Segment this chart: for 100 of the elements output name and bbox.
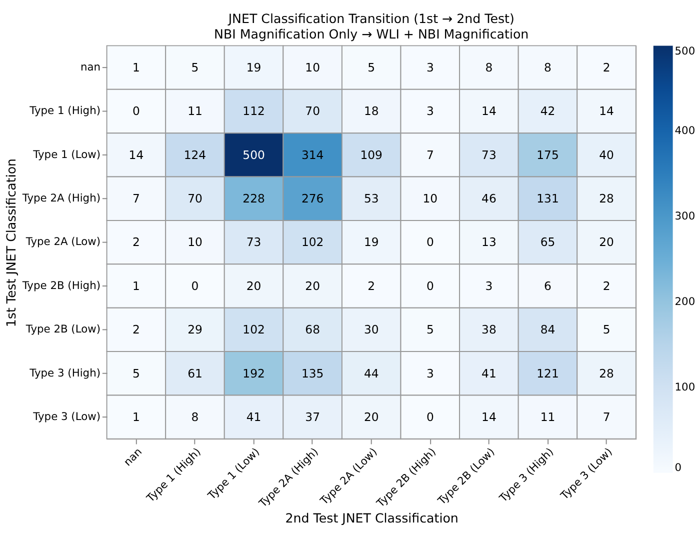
- data-label: 20: [599, 235, 614, 250]
- data-label: 11: [540, 410, 556, 424]
- y-tick-label: Type 2A (Low): [24, 235, 100, 248]
- data-label: 10: [422, 191, 438, 206]
- data-label: 124: [184, 148, 206, 162]
- color-bar-label: 0: [674, 460, 682, 474]
- data-label: 41: [246, 410, 262, 424]
- y-tick-label: Type 2B (Low): [24, 322, 100, 336]
- chart-subtitle: NBI Magnification Only → WLI + NBI Magnification: [214, 26, 529, 42]
- data-label: 28: [599, 366, 614, 380]
- color-bar-label: 500: [674, 44, 696, 58]
- data-label: 8: [485, 60, 493, 74]
- data-label: 1: [132, 410, 140, 424]
- data-label: 70: [188, 191, 202, 206]
- data-label: 84: [540, 322, 556, 337]
- data-label: 19: [246, 60, 262, 74]
- data-label: 65: [540, 235, 556, 250]
- data-label: 3: [426, 366, 434, 380]
- data-label: 135: [301, 366, 324, 380]
- data-label: 7: [132, 191, 140, 206]
- data-label: 5: [426, 322, 434, 337]
- data-label: 102: [242, 322, 265, 337]
- data-label: 13: [482, 235, 496, 250]
- data-label: 28: [599, 191, 614, 206]
- data-label: 5: [368, 60, 376, 74]
- x-tick-label: nan: [121, 445, 144, 469]
- data-label: 20: [246, 278, 262, 293]
- y-tick-label: Type 3 (High): [28, 366, 100, 380]
- data-label: 2: [602, 60, 610, 74]
- data-label: 2: [602, 278, 610, 293]
- data-label: 11: [188, 104, 202, 118]
- data-label: 0: [426, 235, 434, 250]
- data-label: 1: [132, 278, 140, 293]
- y-tick-label: Type 1 (Low): [32, 148, 100, 161]
- y-tick-label: Type 2A (High): [21, 192, 100, 205]
- data-label: 102: [301, 235, 324, 250]
- data-label: 0: [132, 104, 140, 118]
- data-label: 175: [536, 148, 559, 162]
- data-label: 42: [540, 104, 556, 118]
- y-tick-label: nan: [80, 60, 100, 74]
- data-label: 5: [602, 322, 610, 337]
- data-label: 8: [191, 410, 199, 424]
- data-label: 0: [191, 278, 199, 293]
- data-label: 5: [191, 60, 199, 74]
- data-label: 10: [305, 60, 320, 74]
- data-label: 73: [246, 235, 262, 250]
- data-label: 40: [599, 148, 614, 162]
- data-label: 0: [426, 410, 434, 424]
- data-label: 73: [482, 148, 496, 162]
- data-label: 68: [305, 322, 320, 337]
- data-label: 3: [485, 278, 493, 293]
- data-label: 14: [482, 104, 496, 118]
- y-tick-label: Type 3 (Low): [32, 410, 100, 423]
- data-label: 18: [364, 104, 379, 118]
- data-label: 2: [132, 235, 140, 250]
- data-label: 14: [482, 410, 496, 424]
- chart-title: JNET Classification Transition (1st → 2nd Test): [227, 10, 514, 26]
- data-label: 112: [242, 104, 265, 118]
- data-label: 29: [188, 322, 202, 337]
- data-label: 46: [482, 191, 496, 206]
- data-label: 8: [544, 60, 552, 74]
- data-label: 14: [599, 104, 614, 118]
- data-label: 38: [482, 322, 496, 337]
- y-axis-title: 1st Test JNET Classification: [3, 158, 18, 328]
- data-label: 1: [132, 60, 140, 74]
- data-label: 53: [364, 191, 379, 206]
- data-label: 3: [426, 60, 434, 74]
- data-label: 44: [364, 366, 379, 380]
- data-label: 314: [301, 148, 324, 162]
- data-label: 10: [188, 235, 202, 250]
- data-label: 19: [364, 235, 379, 250]
- data-label: 30: [364, 322, 379, 337]
- color-bar-label: 100: [674, 380, 696, 394]
- y-tick-label: Type 1 (High): [28, 104, 100, 118]
- data-label: 2: [132, 322, 140, 337]
- data-label: 5: [132, 366, 140, 380]
- data-label: 500: [242, 148, 265, 162]
- y-tick-label: Type 2B (High): [21, 278, 100, 292]
- data-label: 7: [602, 410, 610, 424]
- data-label: 20: [305, 278, 320, 293]
- data-label: 37: [305, 410, 320, 424]
- data-label: 276: [301, 191, 324, 206]
- data-label: 14: [128, 148, 144, 162]
- color-bar-label: 200: [674, 294, 696, 308]
- data-label: 41: [482, 366, 496, 380]
- data-label: 3: [426, 104, 434, 118]
- data-label: 228: [242, 191, 265, 206]
- data-label: 0: [426, 278, 434, 293]
- data-label: 192: [242, 366, 265, 380]
- data-label: 6: [544, 278, 552, 293]
- data-label: 7: [426, 148, 434, 162]
- data-label: 2: [368, 278, 376, 293]
- data-label: 70: [305, 104, 320, 118]
- data-label: 121: [536, 366, 559, 380]
- data-label: 61: [188, 366, 202, 380]
- data-label: 131: [536, 191, 559, 206]
- data-label: 20: [364, 410, 379, 424]
- color-bar-label: 400: [674, 124, 696, 138]
- x-axis-title: 2nd Test JNET Classification: [285, 510, 458, 526]
- color-bar-label: 300: [674, 209, 696, 222]
